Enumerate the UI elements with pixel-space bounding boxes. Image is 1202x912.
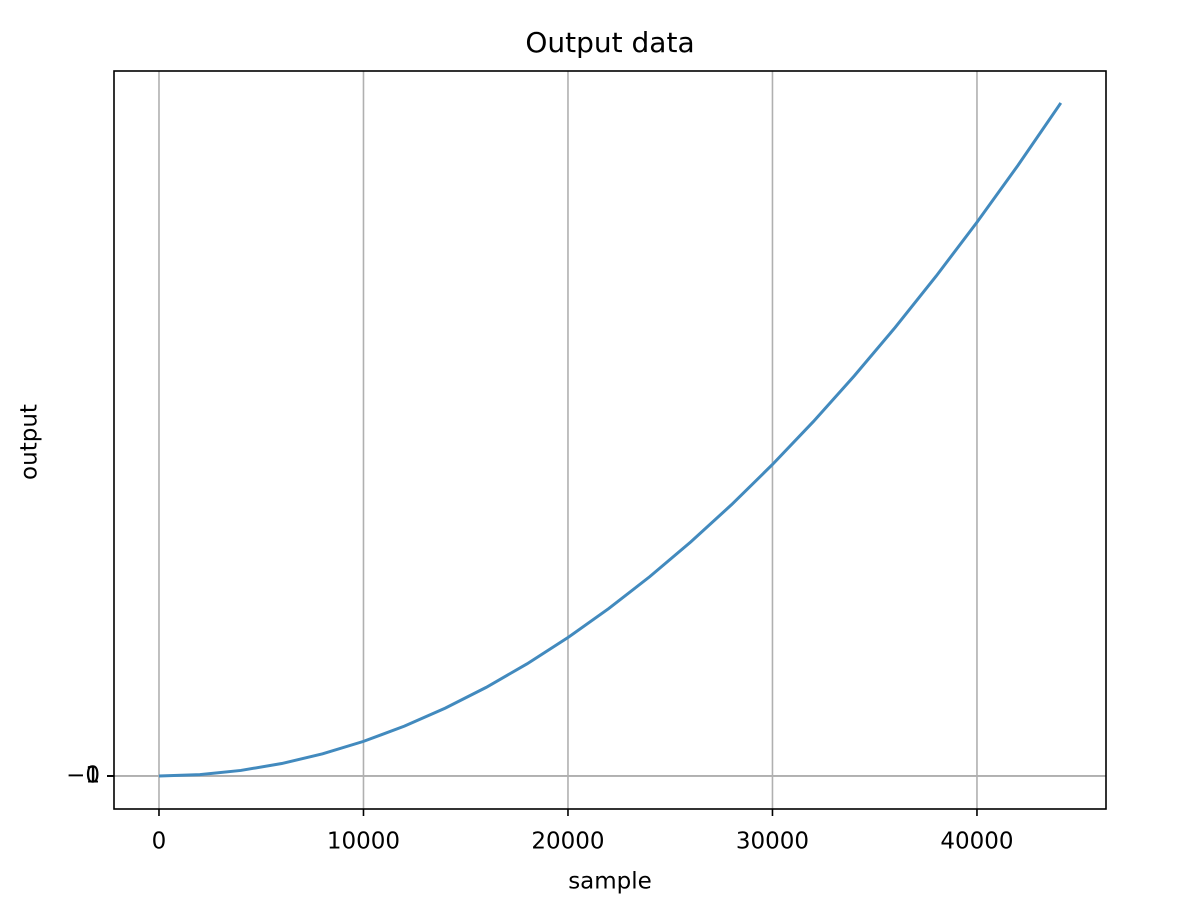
plot-frame: [113, 70, 1107, 810]
x-tick-label: 0: [152, 829, 167, 855]
x-tick-label: 40000: [940, 829, 1013, 855]
y-tick-label: −1: [66, 762, 100, 788]
data-line: [158, 102, 1063, 778]
x-axis-label: sample: [568, 869, 652, 895]
y-tick-label: 1: [85, 762, 100, 788]
x-tick-label: 20000: [531, 829, 604, 855]
y-axis-label: output: [17, 404, 43, 480]
chart-title: Output data: [525, 26, 694, 59]
x-tick-label: 30000: [736, 829, 809, 855]
y-tick-label: 0: [85, 762, 100, 788]
x-tick-label: 10000: [327, 829, 400, 855]
